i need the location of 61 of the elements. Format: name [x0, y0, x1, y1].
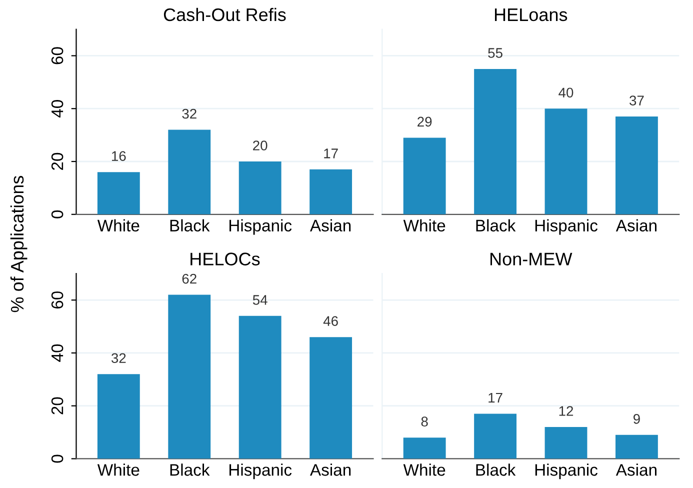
chart-title: Cash-Out Refis — [164, 8, 286, 22]
x-tick-label: Hispanic — [535, 464, 598, 480]
data-label: 17 — [488, 392, 502, 403]
bar — [238, 316, 282, 459]
chart-title: HELOCs — [190, 252, 260, 266]
x-tick-label: Asian — [616, 219, 656, 232]
x-tick-label: Black — [170, 219, 210, 232]
x-tick-label: White — [97, 219, 140, 232]
bar — [168, 130, 211, 214]
data-label: 17 — [324, 148, 338, 158]
y-tick-label: 20 — [51, 152, 64, 170]
x-tick-label: Asian — [310, 219, 351, 232]
bar — [403, 138, 446, 214]
x-tick-label: Asian — [616, 464, 656, 476]
x-tick-label: Hispanic — [535, 219, 598, 235]
bar — [615, 434, 658, 459]
y-tick-label: 60 — [51, 291, 64, 308]
data-label: 16 — [112, 151, 126, 161]
y-tick-label: 60 — [51, 47, 64, 64]
x-tick-label: Hispanic — [229, 464, 292, 480]
bar — [474, 68, 516, 214]
bar — [310, 337, 352, 459]
bar — [474, 414, 516, 459]
x-tick-label: White — [97, 464, 140, 476]
x-tick-label: Black — [476, 464, 516, 476]
data-label: 32 — [182, 108, 196, 119]
bar — [97, 374, 140, 459]
x-tick-label: Asian — [310, 464, 351, 476]
bar — [544, 426, 588, 459]
data-label: 8 — [421, 416, 428, 426]
data-label: 62 — [182, 274, 196, 284]
x-tick-label: Black — [476, 219, 516, 232]
bar — [544, 108, 588, 214]
x-tick-label: Black — [170, 464, 210, 476]
bar — [615, 116, 658, 214]
bar — [97, 172, 140, 214]
data-label: 46 — [323, 316, 338, 326]
data-label: 37 — [630, 96, 644, 106]
chart-title: HELoans — [494, 8, 568, 22]
data-label: 20 — [253, 140, 268, 150]
bar — [310, 169, 352, 214]
bar — [168, 294, 211, 459]
bar — [403, 438, 446, 459]
bar — [238, 161, 282, 214]
data-label: 9 — [634, 414, 640, 424]
x-tick-label: Hispanic — [229, 219, 292, 235]
chart-title: Non-MEW — [490, 252, 572, 266]
x-tick-label: White — [403, 464, 446, 476]
y-tick-label: 40 — [51, 100, 64, 118]
data-label: 32 — [111, 353, 126, 364]
data-label: 54 — [252, 295, 268, 305]
data-label: 40 — [558, 88, 574, 98]
data-label: 12 — [559, 406, 574, 416]
y-tick-label: 0 — [51, 454, 64, 463]
x-tick-label: White — [403, 219, 446, 232]
y-tick-label: 40 — [51, 344, 64, 362]
data-label: 55 — [488, 48, 502, 58]
y-tick-label: 0 — [51, 210, 64, 218]
y-tick-label: 20 — [51, 397, 64, 414]
data-label: 29 — [418, 116, 432, 127]
y-axis-title: % of Applications — [10, 176, 28, 312]
